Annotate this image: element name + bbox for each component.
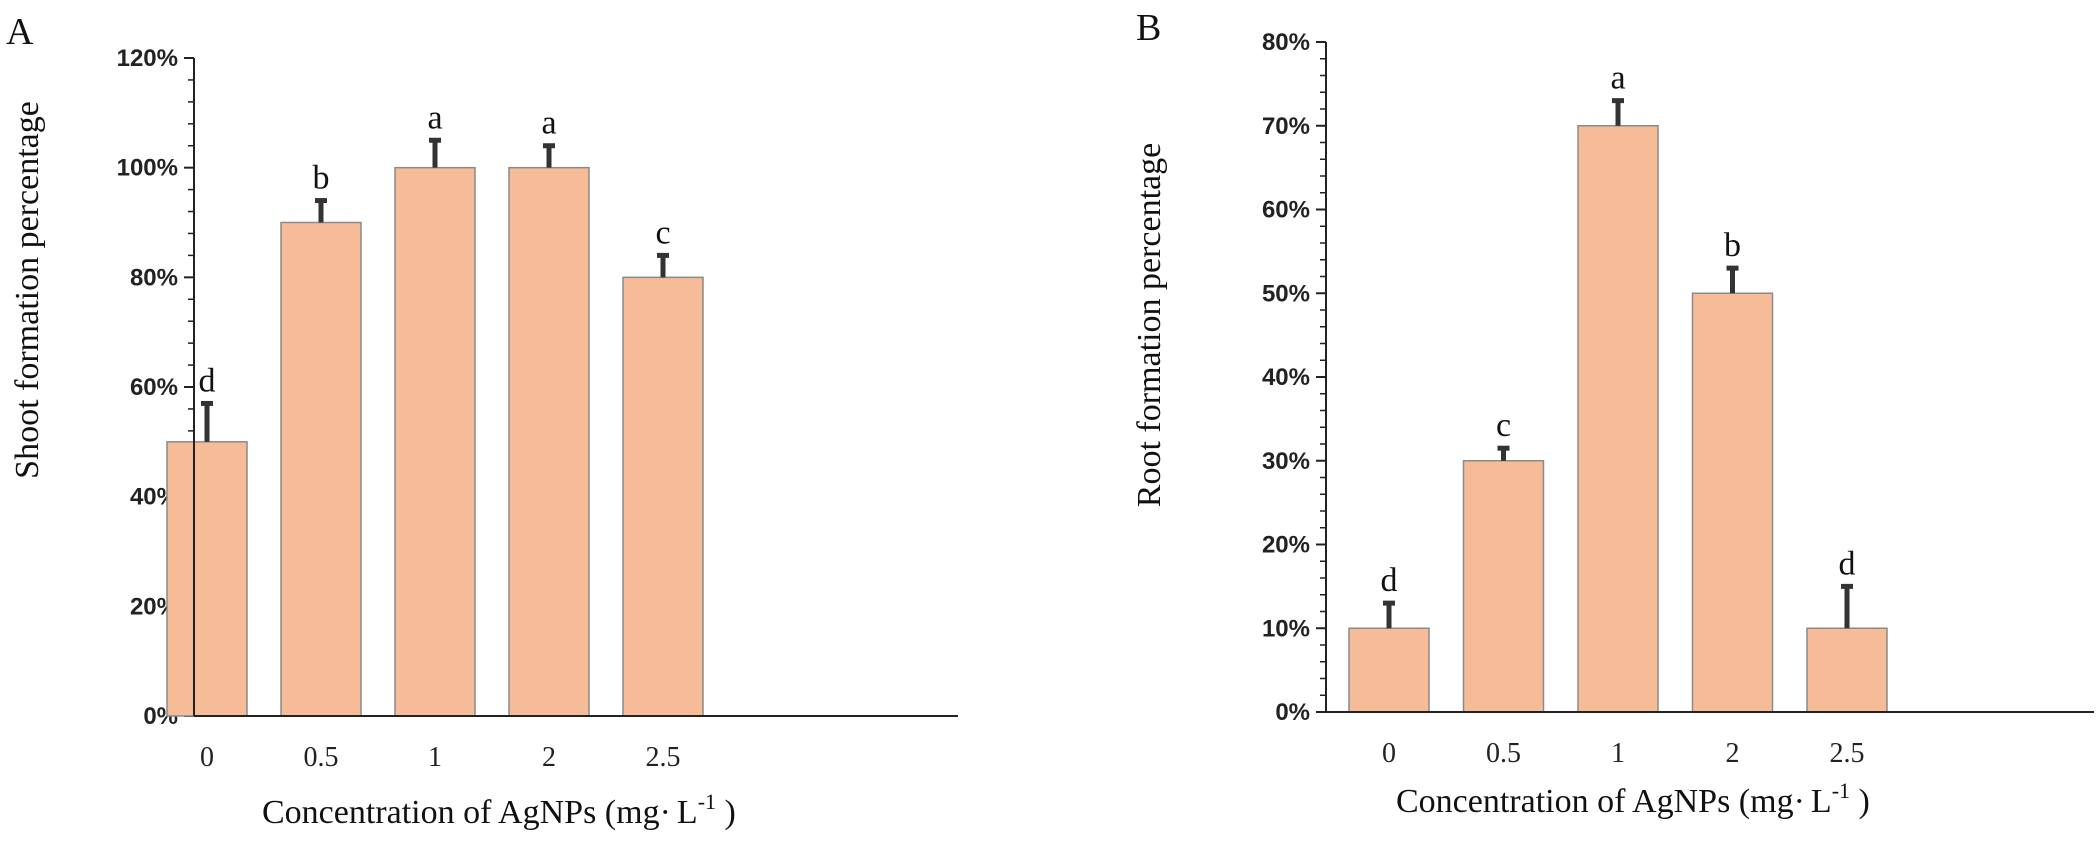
panel-b-y-ticks: 0% 10% 20% 30% 40% 50% 60% 70% 80% [1262,29,1326,726]
bar [622,276,704,717]
significance-letter: a [427,99,442,136]
y-tick-label: 20% [1262,532,1310,559]
panel-a-label: A [6,11,34,53]
y-tick-label: 80% [1262,29,1310,56]
significance-letter: c [655,214,670,251]
panel-a: A Shoot formation percentage 0%20%40%60%… [6,11,958,831]
panel-a-x-ticks: 0 0.5 1 2 2.5 [200,742,681,773]
y-tick-label: 10% [1262,615,1310,642]
significance-letter: b [313,160,330,197]
x-tick-label: 1 [428,742,442,773]
bar [166,441,248,717]
y-tick-label: 50% [1262,280,1310,307]
x-tick-label: 2 [1726,738,1740,769]
significance-letter: d [1839,545,1856,582]
significance-letter: d [1381,562,1398,599]
significance-letter: b [1724,227,1741,264]
significance-letter: a [1610,60,1625,97]
x-tick-label: 0 [1382,738,1396,769]
significance-letter: c [1496,407,1511,444]
panel-b-label: B [1136,7,1161,49]
bar [280,221,362,717]
panel-b-y-axis-label: Root formation percentage [1131,143,1168,507]
bar [1806,627,1888,713]
panel-a-bars: d b a a c [166,99,704,717]
y-tick-label: 40% [1262,364,1310,391]
y-tick-label: 70% [1262,113,1310,140]
bar [1462,460,1545,713]
panel-a-y-axis-label: Shoot formation percentage [9,101,46,479]
bar [1577,125,1659,713]
significance-letter: d [199,362,216,399]
x-tick-label: 0 [200,742,214,773]
panel-a-x-axis-label: Concentration of AgNPs (mg· L-1 ) [262,789,736,831]
bar [508,166,590,717]
y-tick-label: 100% [117,155,178,182]
y-tick-label: 0% [1275,699,1310,726]
y-tick-label: 60% [1262,197,1310,224]
x-tick-label: 0.5 [304,742,339,773]
bar [1348,627,1430,713]
y-tick-label: 60% [130,374,178,401]
panel-b-x-axis-label: Concentration of AgNPs (mg· L-1 ) [1396,778,1870,820]
x-tick-label: 2 [542,742,556,773]
panel-b-bars: d c a b d [1348,60,1888,713]
significance-letter: a [541,105,556,142]
x-tick-label: 2.5 [1830,738,1865,769]
x-tick-label: 2.5 [646,742,681,773]
x-tick-label: 1 [1611,738,1625,769]
panel-b-x-ticks: 0 0.5 1 2 2.5 [1382,738,1865,769]
y-tick-label: 120% [117,45,178,72]
x-tick-label: 0.5 [1486,738,1521,769]
bar [1691,292,1774,713]
panel-b: B Root formation percentage 0% 10% 20% 30% 4… [1131,7,2094,820]
bar [394,166,476,717]
y-tick-label: 30% [1262,448,1310,475]
y-tick-label: 80% [130,264,178,291]
